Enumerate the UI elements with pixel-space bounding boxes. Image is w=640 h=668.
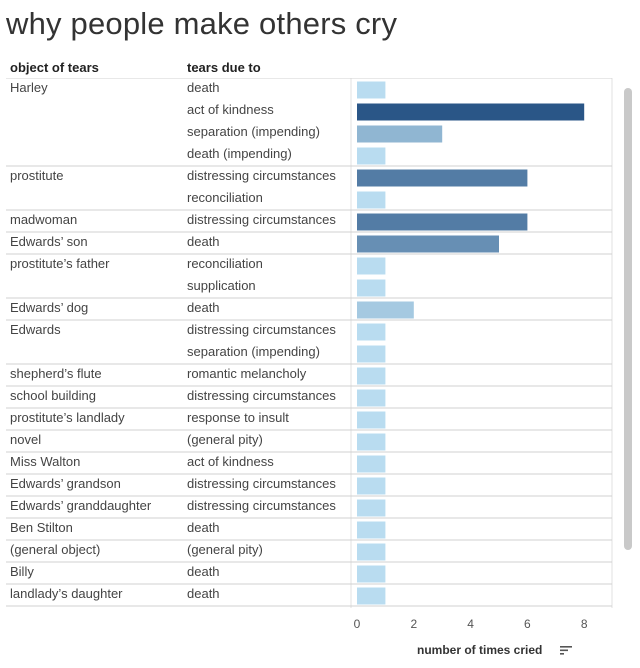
bar[interactable] xyxy=(357,499,386,517)
reason-label[interactable]: separation (impending) xyxy=(187,344,320,359)
object-label[interactable]: shepherd’s flute xyxy=(10,366,102,381)
reason-label[interactable]: death xyxy=(187,300,220,315)
reason-label[interactable]: distressing circumstances xyxy=(187,476,336,491)
bar[interactable] xyxy=(357,565,386,583)
object-label[interactable]: prostitute’s landlady xyxy=(10,410,125,425)
object-label[interactable]: Edwards xyxy=(10,322,61,337)
x-tick-label: 0 xyxy=(353,617,361,631)
bar[interactable] xyxy=(357,433,386,451)
bar[interactable] xyxy=(357,301,414,319)
scrollbar-thumb[interactable] xyxy=(624,88,632,550)
object-label[interactable]: Ben Stilton xyxy=(10,520,73,535)
reason-label[interactable]: death (impending) xyxy=(187,146,292,161)
bar[interactable] xyxy=(357,367,386,385)
bar-chart-svg xyxy=(6,78,613,608)
object-label[interactable]: Edwards’ grandson xyxy=(10,476,121,491)
reason-label[interactable]: reconciliation xyxy=(187,190,263,205)
object-label[interactable]: landlady’s daughter xyxy=(10,586,123,601)
reason-label[interactable]: distressing circumstances xyxy=(187,322,336,337)
bar[interactable] xyxy=(357,235,499,253)
bar[interactable] xyxy=(357,125,443,143)
reason-label[interactable]: distressing circumstances xyxy=(187,498,336,513)
reason-label[interactable]: response to insult xyxy=(187,410,289,425)
object-label[interactable]: Edwards’ granddaughter xyxy=(10,498,152,513)
bar[interactable] xyxy=(357,587,386,605)
bar[interactable] xyxy=(357,257,386,275)
object-label[interactable]: Miss Walton xyxy=(10,454,81,469)
reason-label[interactable]: reconciliation xyxy=(187,256,263,271)
reason-label[interactable]: death xyxy=(187,234,220,249)
bar[interactable] xyxy=(357,147,386,165)
reason-label[interactable]: separation (impending) xyxy=(187,124,320,139)
bar[interactable] xyxy=(357,279,386,297)
bar[interactable] xyxy=(357,81,386,99)
bar[interactable] xyxy=(357,455,386,473)
chart-body: Harley death act of kindness separation (im… xyxy=(6,78,614,608)
reason-label[interactable]: act of kindness xyxy=(187,454,274,469)
object-label[interactable]: Edwards’ son xyxy=(10,234,88,249)
reason-label[interactable]: act of kindness xyxy=(187,102,274,117)
object-label[interactable]: school building xyxy=(10,388,97,403)
reason-label[interactable]: distressing circumstances xyxy=(187,212,336,227)
reason-label[interactable]: supplication xyxy=(187,278,256,293)
bar[interactable] xyxy=(357,323,386,341)
x-tick-label: 6 xyxy=(524,617,531,631)
reason-label[interactable]: (general pity) xyxy=(187,542,263,557)
bar[interactable] xyxy=(357,213,528,231)
column-header-due[interactable]: tears due to xyxy=(187,60,261,75)
bar[interactable] xyxy=(357,191,386,209)
x-tick-label: 8 xyxy=(580,617,588,631)
bar[interactable] xyxy=(357,411,386,429)
column-header-object[interactable]: object of tears xyxy=(10,60,99,75)
bar[interactable] xyxy=(357,521,386,539)
bar[interactable] xyxy=(357,103,585,121)
bar[interactable] xyxy=(357,169,528,187)
reason-label[interactable]: distressing circumstances xyxy=(187,168,336,183)
reason-label[interactable]: death xyxy=(187,564,220,579)
reason-label[interactable]: romantic melancholy xyxy=(187,366,307,381)
object-label[interactable]: (general object) xyxy=(10,542,101,557)
object-label[interactable]: madwoman xyxy=(10,212,78,227)
sort-descending-icon[interactable] xyxy=(559,643,573,657)
object-label[interactable]: novel xyxy=(10,432,42,447)
chart-title: why people make others cry xyxy=(6,6,398,41)
bar[interactable] xyxy=(357,389,386,407)
bar[interactable] xyxy=(357,345,386,363)
bar[interactable] xyxy=(357,477,386,495)
reason-label[interactable]: death xyxy=(187,80,220,95)
reason-label[interactable]: death xyxy=(187,586,220,601)
x-tick-label: 4 xyxy=(467,617,474,631)
reason-label[interactable]: death xyxy=(187,520,220,535)
object-label[interactable]: Billy xyxy=(10,564,34,579)
object-label[interactable]: prostitute xyxy=(10,168,64,183)
object-label[interactable]: Edwards’ dog xyxy=(10,300,89,315)
reason-label[interactable]: (general pity) xyxy=(187,432,263,447)
object-label[interactable]: Harley xyxy=(10,80,48,95)
bar[interactable] xyxy=(357,543,386,561)
object-label[interactable]: prostitute’s father xyxy=(10,256,110,271)
x-tick-label: 2 xyxy=(410,617,418,631)
reason-label[interactable]: distressing circumstances xyxy=(187,388,336,403)
x-axis-title: number of times cried xyxy=(417,643,543,657)
